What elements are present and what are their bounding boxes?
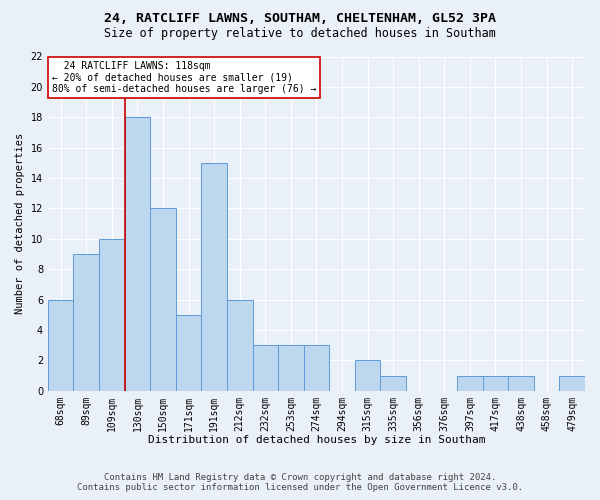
Bar (125, 118, 150, 390)
Bar (48, 300, 73, 390)
Bar (508, 376, 534, 390)
Bar (253, 345, 278, 391)
Bar (202, 163, 227, 390)
Bar (278, 345, 304, 391)
Bar (304, 345, 329, 391)
Text: Size of property relative to detached houses in Southam: Size of property relative to detached ho… (104, 28, 496, 40)
Bar (559, 376, 585, 390)
Bar (99, 239, 125, 390)
Bar (73, 254, 99, 390)
Y-axis label: Number of detached properties: Number of detached properties (15, 133, 25, 314)
Text: 24 RATCLIFF LAWNS: 118sqm
← 20% of detached houses are smaller (19)
80% of semi-: 24 RATCLIFF LAWNS: 118sqm ← 20% of detac… (52, 61, 316, 94)
Bar (355, 360, 380, 390)
X-axis label: Distribution of detached houses by size in Southam: Distribution of detached houses by size … (148, 435, 485, 445)
Bar (227, 300, 253, 390)
Bar (380, 376, 406, 390)
Text: Contains HM Land Registry data © Crown copyright and database right 2024.
Contai: Contains HM Land Registry data © Crown c… (77, 473, 523, 492)
Bar (150, 208, 176, 390)
Bar (176, 315, 202, 390)
Bar (482, 376, 508, 390)
Bar (457, 376, 482, 390)
Text: 24, RATCLIFF LAWNS, SOUTHAM, CHELTENHAM, GL52 3PA: 24, RATCLIFF LAWNS, SOUTHAM, CHELTENHAM,… (104, 12, 496, 26)
